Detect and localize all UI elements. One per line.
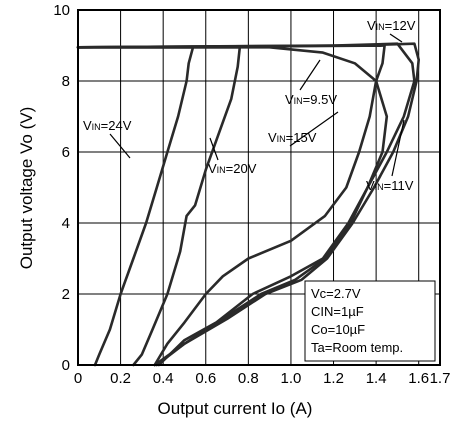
- curves: [76, 42, 421, 367]
- x-tick-label: 1.2: [323, 370, 344, 387]
- y-tick-label: 10: [53, 2, 70, 19]
- condition-vc: Vc=2.7V: [311, 286, 361, 301]
- y-tick-label: 6: [62, 144, 70, 161]
- curve-label-main: V: [268, 130, 277, 145]
- curve-label-main: V: [367, 18, 376, 33]
- conditions-box: Vc=2.7V CIN=1µF Co=10µF Ta=Room temp.: [304, 280, 436, 362]
- curve-label-leader: [209, 137, 219, 161]
- curve-label-tail: =12V: [385, 18, 416, 33]
- curve-label-main: V: [366, 178, 375, 193]
- y-axis-title: Output voltage Vo (V): [17, 107, 36, 270]
- x-tick-label: 0: [74, 370, 82, 387]
- x-tick-label: 1.0: [281, 370, 302, 387]
- x-tick-label: 1.7: [430, 370, 451, 387]
- curve-label-main: V: [83, 118, 92, 133]
- curve-label-sub: IN: [92, 122, 101, 132]
- series-line: [76, 45, 389, 367]
- curve-label: VIN=11V: [366, 178, 414, 193]
- x-tick-label: 0.2: [110, 370, 131, 387]
- y-tick-label: 2: [62, 286, 70, 303]
- curve-label-leader: [391, 119, 405, 177]
- x-tick-label: 0.6: [195, 370, 216, 387]
- curve-label: VIN=24V: [83, 118, 132, 133]
- curve-label-leader: [109, 133, 131, 159]
- series-line: [76, 45, 242, 367]
- curve-label-leader: [299, 59, 321, 91]
- curve-label-leader: [289, 111, 339, 147]
- x-axis-title: Output current Io (A): [158, 399, 313, 418]
- curve-label-tail: =15V: [286, 130, 317, 145]
- x-tick-label: 1.6: [408, 370, 429, 387]
- condition-ta: Ta=Room temp.: [311, 340, 403, 355]
- y-tick-label: 8: [62, 73, 70, 90]
- curve-label-sub: IN: [376, 22, 385, 32]
- curve-label: VIN=15V: [268, 130, 317, 145]
- condition-cin: CIN=1µF: [311, 304, 364, 319]
- curve-label-sub: IN: [277, 134, 286, 144]
- curve-label-sub: IN: [294, 96, 303, 106]
- curve-label-tail: =11V: [384, 178, 414, 193]
- curve-label-tail: =9.5V: [303, 92, 338, 107]
- curve-label-main: V: [285, 92, 294, 107]
- series-line: [76, 44, 386, 367]
- curve-label-tail: =24V: [101, 118, 132, 133]
- plot-frame: [77, 9, 441, 366]
- curve-label: VIN=20V: [208, 161, 257, 176]
- series-line: [76, 45, 195, 367]
- curve-label-sub: IN: [217, 165, 226, 175]
- x-tick-label: 0.8: [238, 370, 259, 387]
- x-tick-label: 1.4: [366, 370, 387, 387]
- x-tick-labels: 0 0.2 0.4 0.6 0.8 1.0 1.2 1.4 1.6 1.7: [74, 370, 451, 387]
- y-tick-labels: 0 2 4 6 8 10: [53, 2, 70, 374]
- curve-label-leader: [389, 33, 403, 43]
- curve-label-tail: =20V: [226, 161, 257, 176]
- condition-co: Co=10µF: [311, 322, 365, 337]
- curve-label-main: V: [208, 161, 217, 176]
- curve-label-sub: IN: [375, 182, 384, 192]
- series-line: [76, 42, 421, 367]
- y-tick-label: 4: [62, 215, 70, 232]
- curve-label: VIN=9.5V: [285, 92, 337, 107]
- curve-labels: VIN=24VVIN=20VVIN=15VVIN=12VVIN=11VVIN=9…: [83, 18, 416, 193]
- y-tick-label: 0: [62, 357, 70, 374]
- curve-label: VIN=12V: [367, 18, 416, 33]
- x-tick-label: 0.4: [153, 370, 174, 387]
